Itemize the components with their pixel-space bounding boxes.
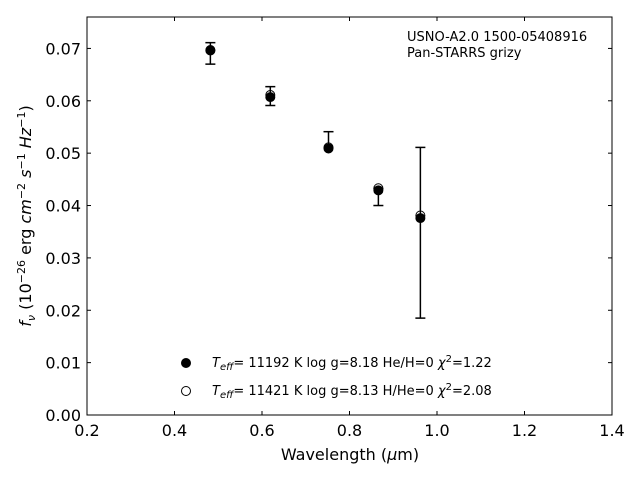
legend: Teff= 11192 K log g=8.18 He/H=0 χ2=1.22 … xyxy=(181,354,492,401)
y-tick-label: 0.07 xyxy=(45,39,81,58)
data-point-open xyxy=(415,210,426,221)
x-tick-label: 1.0 xyxy=(424,421,449,440)
y-tick-label: 0.06 xyxy=(45,92,81,111)
x-tick-label: 0.2 xyxy=(74,421,99,440)
data-point-filled xyxy=(415,213,426,224)
annotation-line-1: USNO-A2.0 1500-05408916 xyxy=(407,30,587,45)
data-point-open xyxy=(265,90,276,101)
legend-marker-open xyxy=(181,386,191,396)
data-point-open xyxy=(373,183,384,194)
x-axis-label: Wavelength (μm) xyxy=(281,445,419,464)
x-tick-label: 0.8 xyxy=(337,421,362,440)
data-point-filled xyxy=(265,92,276,103)
legend-entry-open: Teff= 11421 K log g=8.13 H/He=0 χ2=2.08 xyxy=(212,382,492,401)
legend-entry-filled: Teff= 11192 K log g=8.18 He/H=0 χ2=1.22 xyxy=(212,354,492,373)
y-tick-label: 0.00 xyxy=(45,406,81,425)
legend-marker-filled xyxy=(181,358,191,368)
y-tick-label: 0.02 xyxy=(45,301,81,320)
data-point-open xyxy=(205,44,216,55)
y-tick-label: 0.01 xyxy=(45,354,81,373)
data-point-filled xyxy=(373,185,384,196)
y-axis-label: fν (10−26 erg cm−2 s−1 Hz−1) xyxy=(15,105,38,326)
annotation-line-2: Pan-STARRS grizy xyxy=(407,46,522,61)
x-tick-label: 1.4 xyxy=(599,421,624,440)
y-tick-label: 0.05 xyxy=(45,144,81,163)
data-point-open xyxy=(323,142,334,153)
x-tick-label: 0.6 xyxy=(249,421,274,440)
plot-area xyxy=(86,16,613,416)
y-tick-label: 0.03 xyxy=(45,249,81,268)
x-tick-label: 0.4 xyxy=(162,421,187,440)
y-tick-label: 0.04 xyxy=(45,197,81,216)
x-tick-label: 1.2 xyxy=(512,421,537,440)
